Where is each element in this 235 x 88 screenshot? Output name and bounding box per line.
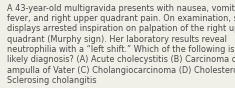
- Text: likely diagnosis? (A) Acute cholecystitis (B) Carcinoma of the: likely diagnosis? (A) Acute cholecystiti…: [7, 55, 235, 64]
- Text: Sclerosing cholangitis: Sclerosing cholangitis: [7, 76, 97, 85]
- Text: ampulla of Vater (C) Cholangiocarcinoma (D) Cholesterolosis (E): ampulla of Vater (C) Cholangiocarcinoma …: [7, 66, 235, 75]
- Text: neutrophilia with a “left shift.” Which of the following is the most: neutrophilia with a “left shift.” Which …: [7, 45, 235, 54]
- Text: quadrant (Murphy sign). Her laboratory results reveal: quadrant (Murphy sign). Her laboratory r…: [7, 35, 227, 44]
- Text: A 43-year-old multigravida presents with nausea, vomiting,: A 43-year-old multigravida presents with…: [7, 4, 235, 12]
- Text: fever, and right upper quadrant pain. On examination, she: fever, and right upper quadrant pain. On…: [7, 14, 235, 23]
- Text: displays arrested inspiration on palpation of the right upper: displays arrested inspiration on palpati…: [7, 24, 235, 33]
